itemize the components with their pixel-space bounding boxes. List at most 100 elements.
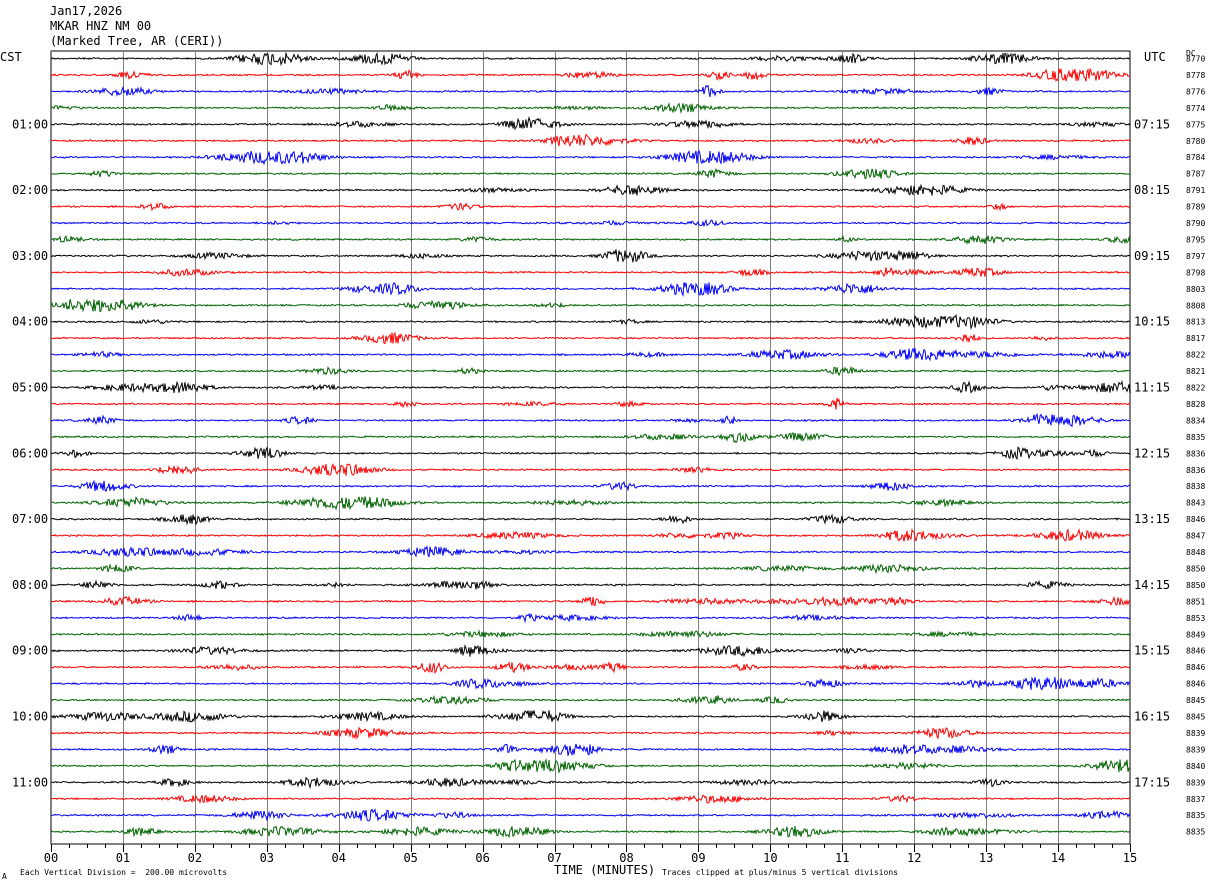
left-hour-label: 05:00 (12, 381, 48, 395)
dc-offset-label: 8774 (1186, 104, 1205, 113)
trace-15 (50, 281, 1131, 298)
left-hour-label: 08:00 (12, 578, 48, 592)
right-hour-label: 09:15 (1134, 249, 1170, 263)
dc-offset-label: 8798 (1186, 268, 1205, 277)
dc-offset-label: 8835 (1186, 433, 1205, 442)
left-hour-label: 07:00 (12, 512, 48, 526)
trace-34 (50, 595, 1131, 607)
trace-12 (50, 235, 1131, 245)
trace-42 (50, 726, 1131, 740)
dc-offset-label: 8849 (1186, 630, 1205, 639)
dc-offset-label: 8780 (1186, 137, 1205, 146)
trace-26 (50, 463, 1131, 476)
trace-13 (50, 249, 1131, 263)
left-hour-label: 11:00 (12, 775, 48, 789)
dc-offset-label: 8787 (1186, 170, 1205, 179)
dc-offset-label: 8778 (1186, 71, 1205, 80)
dc-offset-label: 8822 (1186, 384, 1205, 393)
trace-28 (50, 496, 1131, 511)
trace-6 (50, 133, 1131, 147)
dc-offset-label: 8791 (1186, 186, 1205, 195)
station-date: Jan17,2026 (50, 4, 123, 18)
dc-offset-label: 8790 (1186, 219, 1205, 228)
dc-offset-label: 8837 (1186, 795, 1205, 804)
right-hour-label: 07:15 (1134, 117, 1170, 131)
trace-4 (50, 102, 1131, 114)
dc-offset-label: 8817 (1186, 334, 1205, 343)
trace-20 (50, 365, 1131, 377)
dc-offset-label: 8784 (1186, 153, 1205, 162)
dc-offset-label: 8846 (1186, 647, 1205, 656)
trace-36 (51, 629, 1131, 639)
x-tick-label: 06 (475, 851, 489, 865)
dc-offset-label: 8845 (1186, 696, 1205, 705)
dc-offset-label: 8845 (1186, 713, 1205, 722)
corner-mark: A (2, 872, 7, 881)
x-tick-label: 07 (547, 851, 561, 865)
x-tick-label: 04 (332, 851, 346, 865)
x-tick-label: 13 (979, 851, 993, 865)
trace-37 (50, 643, 1131, 658)
x-tick-label: 00 (44, 851, 58, 865)
x-tick-label: 12 (907, 851, 921, 865)
left-timezone-label: CST (0, 50, 22, 64)
right-hour-label: 15:15 (1134, 644, 1170, 658)
x-tick-label: 15 (1123, 851, 1137, 865)
dc-offset-label: 8795 (1186, 235, 1205, 244)
dc-offset-label: 8846 (1186, 663, 1205, 672)
dc-offset-label: 8775 (1186, 120, 1205, 129)
trace-3 (50, 84, 1131, 98)
right-timezone-label: UTC (1144, 50, 1166, 64)
right-hour-label: 12:15 (1134, 446, 1170, 460)
trace-14 (50, 266, 1131, 278)
dc-offset-label: 8838 (1186, 482, 1205, 491)
trace-18 (50, 331, 1131, 345)
dc-offset-label: 8803 (1186, 285, 1205, 294)
dc-offset-label: 8835 (1186, 828, 1205, 837)
dc-offset-label: 8846 (1186, 680, 1205, 689)
dc-offset-label: 8808 (1186, 301, 1205, 310)
trace-23 (50, 412, 1131, 428)
dc-offset-label: 8839 (1186, 778, 1205, 787)
x-tick-label: 09 (691, 851, 705, 865)
trace-8 (50, 167, 1131, 180)
dc-offset-label: 8839 (1186, 745, 1205, 754)
dc-offset-label: 8828 (1186, 400, 1205, 409)
trace-21 (50, 380, 1131, 394)
dc-offset-label: 8850 (1186, 564, 1205, 573)
left-hour-label: 09:00 (12, 644, 48, 658)
left-hour-label: 04:00 (12, 315, 48, 329)
trace-47 (51, 808, 1131, 822)
dc-offset-label: 8839 (1186, 729, 1205, 738)
trace-48 (50, 825, 1131, 839)
right-hour-label: 13:15 (1134, 512, 1170, 526)
dc-offset-label: 8834 (1186, 416, 1205, 425)
right-hour-label: 10:15 (1134, 315, 1170, 329)
x-tick-label: 03 (260, 851, 274, 865)
dc-offset-label: 8843 (1186, 499, 1205, 508)
dc-offset-label: 8851 (1186, 597, 1205, 606)
trace-38 (50, 660, 1131, 675)
right-hour-label: 08:15 (1134, 183, 1170, 197)
dc-label: DC (1186, 49, 1196, 58)
trace-44 (50, 758, 1131, 774)
left-hour-label: 02:00 (12, 183, 48, 197)
trace-19 (50, 347, 1131, 362)
right-hour-label: 17:15 (1134, 775, 1170, 789)
trace-40 (50, 695, 1131, 706)
x-tick-label: 11 (835, 851, 849, 865)
left-hour-label: 10:00 (12, 710, 48, 724)
dc-offset-label: 8836 (1186, 466, 1205, 475)
x-axis-title: TIME (MINUTES) (554, 863, 656, 877)
x-tick-label: 02 (188, 851, 202, 865)
dc-offset-label: 8770 (1186, 55, 1205, 64)
right-hour-label: 16:15 (1134, 710, 1170, 724)
trace-11 (50, 218, 1131, 227)
trace-45 (50, 776, 1131, 790)
dc-offset-label: 8847 (1186, 532, 1205, 541)
x-tick-label: 14 (1051, 851, 1065, 865)
dc-offset-label: 8835 (1186, 811, 1205, 820)
trace-22 (51, 397, 1131, 410)
dc-offset-label: 8846 (1186, 515, 1205, 524)
